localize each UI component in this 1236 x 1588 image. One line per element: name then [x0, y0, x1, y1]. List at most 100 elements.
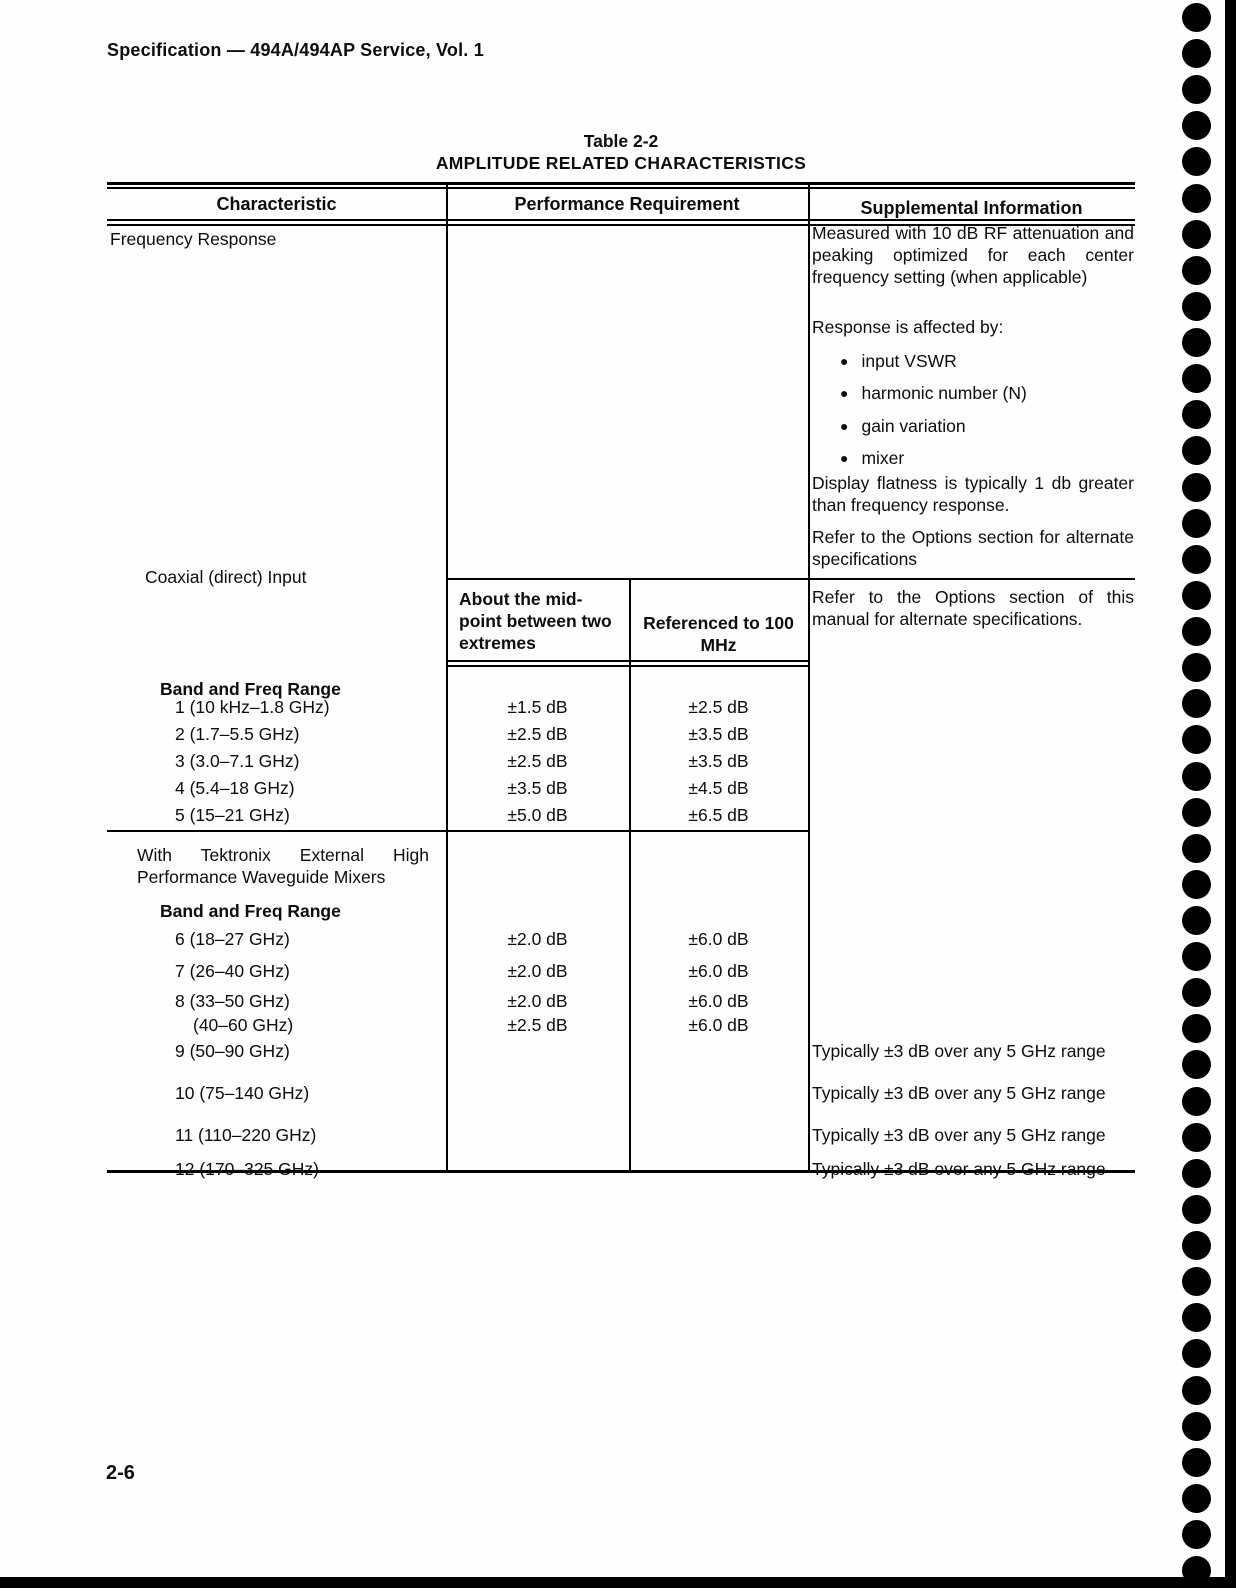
subheader-referenced: Referenced to 100 MHz: [643, 613, 794, 655]
band-ref-value: ±6.0 dB: [688, 961, 749, 981]
band-ref-value: ±6.0 dB: [688, 991, 749, 1011]
band-supplemental: Typically ±3 dB over any 5 GHz range: [812, 1041, 1106, 1061]
supplemental-coaxial-note: Refer to the Options section of this man…: [812, 587, 1134, 629]
column-header-supplemental: Supplemental Information: [860, 198, 1083, 218]
band-label: (40–60 GHz): [193, 1015, 294, 1035]
binding-hole: [1182, 219, 1211, 249]
band-ref-value: ±6.0 dB: [688, 929, 749, 949]
band-supplemental: Typically ±3 dB over any 5 GHz range: [812, 1159, 1106, 1179]
binding-hole: [1182, 1447, 1211, 1477]
binding-hole: [1182, 1194, 1211, 1224]
supplemental-measured-note: Measured with 10 dB RF attenuation and p…: [812, 223, 1134, 287]
table-top-rule: [107, 182, 1135, 189]
binding-hole: [1182, 978, 1211, 1008]
binding-hole: [1182, 291, 1211, 321]
binding-hole: [1182, 942, 1211, 972]
bullet-item: ● harmonic number (N): [840, 382, 1130, 404]
column-header-performance: Performance Requirement: [514, 194, 740, 214]
binding-hole: [1182, 436, 1211, 466]
column-divider-2: [808, 184, 810, 1172]
page-number: 2-6: [106, 1462, 135, 1484]
bullet-icon: ●: [840, 418, 849, 434]
characteristic-coaxial-input: Coaxial (direct) Input: [145, 567, 307, 587]
amplitude-characteristics-table: Characteristic Performance Requirement S…: [107, 182, 1135, 1184]
bullet-item: ● mixer: [840, 447, 1130, 469]
binding-hole: [1182, 1086, 1211, 1116]
binding-hole: [1182, 1158, 1211, 1188]
subcolumn-divider: [629, 578, 631, 1172]
subheader-rule: [446, 660, 810, 667]
table-caption-title: AMPLITUDE RELATED CHARACTERISTICS: [435, 153, 807, 173]
binding-hole: [1182, 183, 1211, 213]
band-freq-range-header: Band and Freq Range: [160, 901, 341, 921]
binding-hole: [1182, 1122, 1211, 1152]
binding-hole: [1182, 472, 1211, 502]
binding-hole: [1182, 797, 1211, 827]
column-header-characteristic: Characteristic: [216, 194, 337, 214]
binding-hole: [1182, 689, 1211, 719]
bullet-item: ● gain variation: [840, 415, 1130, 437]
band-supplemental: Typically ±3 dB over any 5 GHz range: [812, 1125, 1106, 1145]
binding-hole: [1182, 761, 1211, 791]
band-mid-value: ±5.0 dB: [507, 805, 568, 825]
binding-hole: [1182, 39, 1211, 69]
binding-hole: [1182, 3, 1211, 32]
band-mid-value: ±2.0 dB: [507, 991, 568, 1011]
band-ref-value: ±3.5 dB: [688, 751, 749, 771]
band-label: 1 (10 kHz–1.8 GHz): [175, 697, 330, 717]
header-separator-rule: [107, 219, 1135, 226]
binding-hole: [1182, 1520, 1211, 1550]
table-caption-number: Table 2-2: [583, 131, 659, 151]
band-mid-value: ±2.5 dB: [507, 1015, 568, 1035]
scan-edge-strip: [1225, 0, 1236, 1588]
binding-hole: [1182, 869, 1211, 899]
band-label: 4 (5.4–18 GHz): [175, 778, 295, 798]
binding-hole: [1182, 580, 1211, 610]
subheader-midpoint: About the mid-point between two extremes: [459, 589, 612, 653]
binding-hole: [1182, 1411, 1211, 1441]
table-row: 9 (50–90 GHz) Typically ±3 dB over any 5…: [107, 1040, 1135, 1064]
table-row: 7 (26–40 GHz) ±2.0 dB ±6.0 dB: [107, 960, 1135, 984]
bullet-icon: ●: [840, 353, 849, 369]
bullet-item: ● input VSWR: [840, 350, 1130, 372]
binding-hole: [1182, 1014, 1211, 1044]
table-row: 6 (18–27 GHz) ±2.0 dB ±6.0 dB: [107, 928, 1135, 952]
table-row: (40–60 GHz) ±2.5 dB ±6.0 dB: [107, 1014, 1135, 1038]
binding-hole: [1182, 617, 1211, 647]
bullet-text: harmonic number (N): [861, 383, 1027, 403]
table-row: 5 (15–21 GHz) ±5.0 dB ±6.5 dB: [107, 804, 1135, 828]
supplemental-flatness-note: Display flatness is typically 1 db great…: [812, 473, 1134, 515]
bullet-text: mixer: [861, 448, 905, 468]
band-mid-value: ±3.5 dB: [507, 778, 568, 798]
binding-hole: [1182, 508, 1211, 538]
column-divider-1: [446, 184, 448, 1172]
band-ref-value: ±3.5 dB: [688, 724, 749, 744]
binding-hole: [1182, 1303, 1211, 1333]
binding-hole: [1182, 255, 1211, 285]
band-mid-value: ±2.5 dB: [507, 751, 568, 771]
binding-hole: [1182, 147, 1211, 177]
band-mid-value: ±1.5 dB: [507, 697, 568, 717]
band-supplemental: Typically ±3 dB over any 5 GHz range: [812, 1083, 1106, 1103]
table-row: 8 (33–50 GHz) ±2.0 dB ±6.0 dB: [107, 990, 1135, 1014]
band-freq-range-header: Band and Freq Range: [160, 679, 341, 699]
band-label: 8 (33–50 GHz): [175, 991, 290, 1011]
band-mid-value: ±2.0 dB: [507, 929, 568, 949]
binding-hole: [1182, 328, 1211, 358]
table-row: 2 (1.7–5.5 GHz) ±2.5 dB ±3.5 dB: [107, 723, 1135, 747]
band-label: 10 (75–140 GHz): [175, 1083, 310, 1103]
band-label: 2 (1.7–5.5 GHz): [175, 724, 300, 744]
table-bottom-rule: [107, 1170, 1135, 1173]
band-mid-value: ±2.5 dB: [507, 724, 568, 744]
binding-hole: [1182, 111, 1211, 141]
band-ref-value: ±6.5 dB: [688, 805, 749, 825]
bullet-icon: ●: [840, 450, 849, 466]
binding-hole: [1182, 400, 1211, 430]
band-label: 5 (15–21 GHz): [175, 805, 290, 825]
supplemental-refer-note: Refer to the Options section for alterna…: [812, 527, 1134, 569]
binding-hole: [1182, 906, 1211, 935]
table-row: 10 (75–140 GHz) Typically ±3 dB over any…: [107, 1082, 1135, 1106]
table-row: 12 (170–325 GHz) Typically ±3 dB over an…: [107, 1158, 1135, 1182]
band-ref-value: ±4.5 dB: [688, 778, 749, 798]
